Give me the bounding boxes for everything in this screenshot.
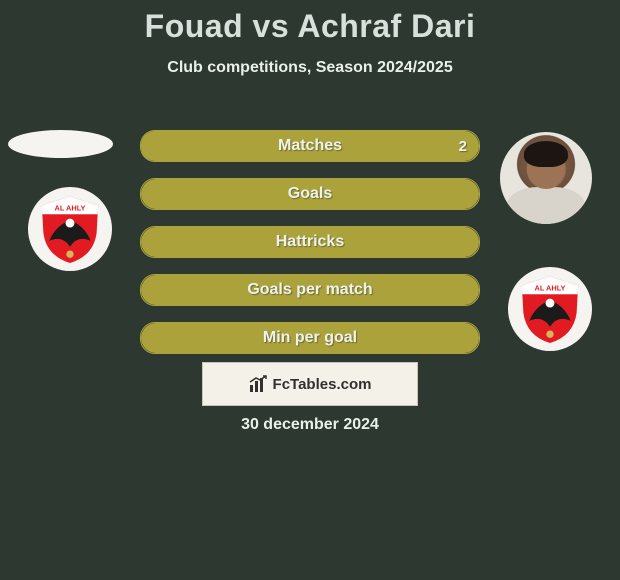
crest-svg: AL AHLY (513, 272, 587, 346)
stat-label: Hattricks (141, 227, 479, 257)
svg-text:AL AHLY: AL AHLY (535, 284, 566, 293)
stat-row: Hattricks (140, 226, 480, 258)
player-left-placeholder (8, 130, 113, 158)
crest-svg: AL AHLY (33, 192, 107, 266)
team-crest-left: AL AHLY (28, 187, 112, 271)
svg-text:AL AHLY: AL AHLY (55, 204, 86, 213)
team-crest-right: AL AHLY (508, 267, 592, 351)
stats-list: Matches2 Goals Hattricks Goals per match Min… (140, 130, 480, 370)
subtitle: Club competitions, Season 2024/2025 (0, 59, 620, 77)
page-title: Fouad vs Achraf Dari (0, 8, 620, 45)
stat-row: Goals per match (140, 274, 480, 306)
fctables-label: FcTables.com (273, 376, 372, 393)
stat-value-right: 2 (459, 131, 467, 161)
avatar (500, 132, 592, 224)
bar-chart-icon (249, 375, 269, 393)
stat-label: Min per goal (141, 323, 479, 353)
stat-row: Goals (140, 178, 480, 210)
stat-row: Matches2 (140, 130, 480, 162)
stat-label: Matches (141, 131, 479, 161)
fctables-watermark: FcTables.com (202, 362, 418, 406)
stat-label: Goals per match (141, 275, 479, 305)
crest-circle: AL AHLY (508, 267, 592, 351)
crest-circle: AL AHLY (28, 187, 112, 271)
stat-row: Min per goal (140, 322, 480, 354)
stat-label: Goals (141, 179, 479, 209)
date-label: 30 december 2024 (0, 416, 620, 434)
player-right-photo (500, 132, 592, 224)
